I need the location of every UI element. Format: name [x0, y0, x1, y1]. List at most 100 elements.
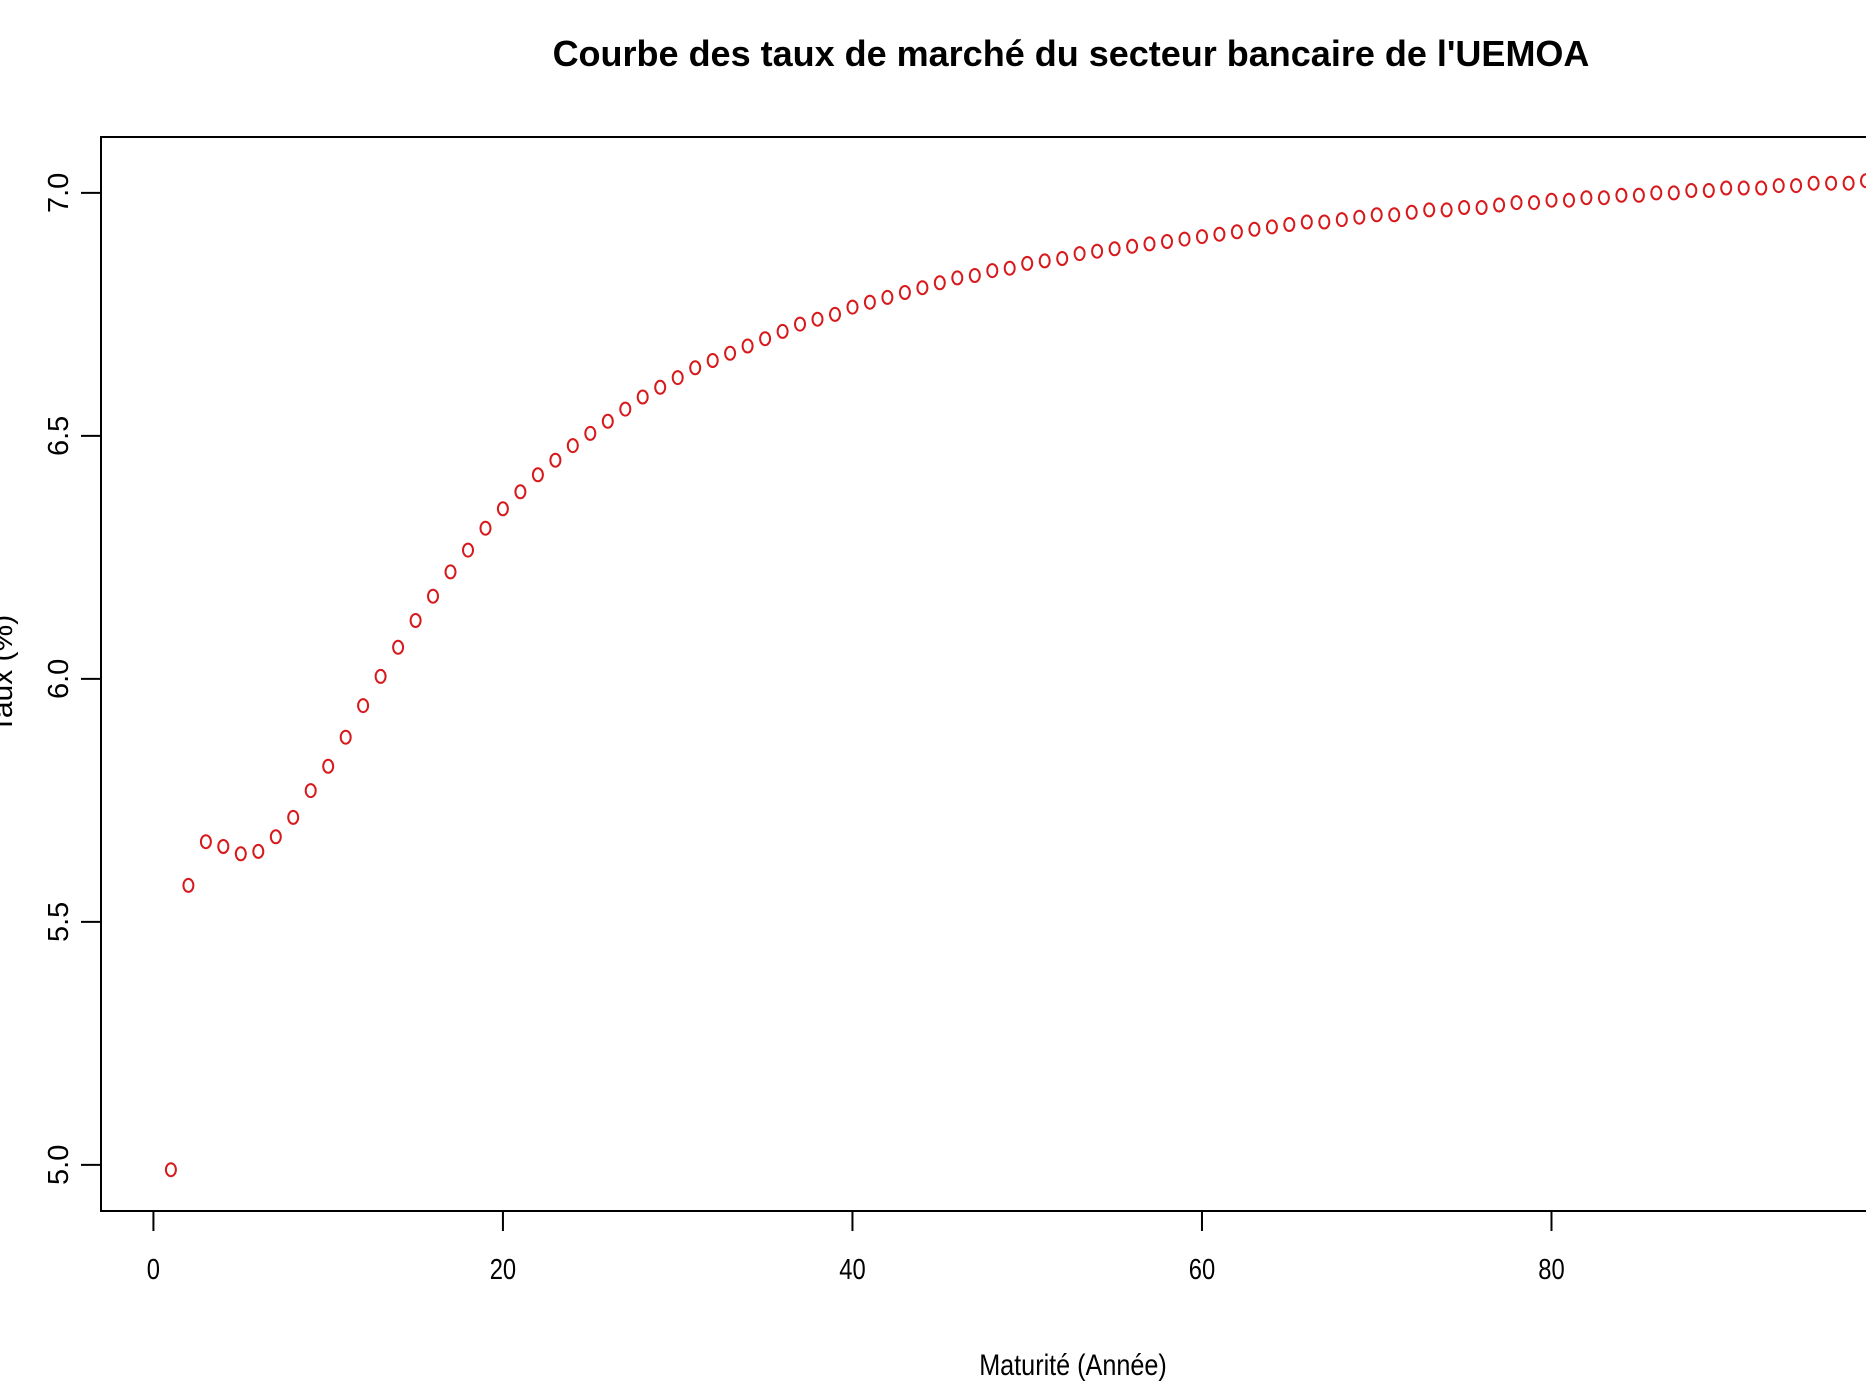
data-point: [1265, 219, 1278, 235]
data-points: [164, 173, 1866, 1178]
data-point: [811, 311, 824, 327]
data-point: [427, 588, 439, 604]
chart-title: Courbe des taux de marché du secteur ban…: [553, 33, 1590, 74]
data-point: [531, 467, 544, 483]
data-point: [829, 306, 841, 322]
data-point: [986, 263, 999, 279]
data-point: [1458, 200, 1471, 215]
data-point: [234, 846, 247, 862]
data-point: [1685, 183, 1698, 198]
data-point: [1615, 187, 1628, 203]
data-point: [479, 520, 492, 536]
data-point: [1300, 214, 1313, 230]
y-tick-label: 7.0: [43, 173, 75, 213]
data-point: [1545, 192, 1558, 208]
data-point: [322, 758, 335, 774]
data-point: [1161, 234, 1173, 249]
data-point: [1755, 180, 1768, 196]
data-point: [374, 668, 387, 684]
data-point: [776, 323, 789, 339]
data-point: [1860, 173, 1866, 189]
data-point: [584, 425, 597, 441]
data-point: [444, 564, 457, 580]
data-point: [1632, 187, 1645, 203]
data-point: [1038, 253, 1051, 269]
data-point: [1720, 180, 1733, 196]
y-tick-label: 6.5: [43, 416, 75, 456]
data-point: [409, 613, 422, 628]
data-point: [1825, 175, 1838, 191]
data-point: [1196, 229, 1208, 245]
data-point: [1388, 207, 1401, 223]
data-point: [706, 353, 719, 368]
data-point: [1440, 202, 1453, 218]
data-point: [1213, 226, 1226, 242]
x-tick-label: 0: [147, 1253, 160, 1286]
data-point: [863, 294, 876, 310]
data-point: [217, 839, 230, 854]
x-tick-label: 40: [839, 1253, 865, 1286]
data-point: [1528, 195, 1540, 211]
data-point: [1772, 178, 1785, 194]
data-point: [1335, 212, 1348, 228]
y-axis-label: Taux (%): [0, 615, 19, 733]
data-point: [636, 389, 649, 405]
data-point: [1108, 241, 1121, 257]
data-point: [1283, 217, 1296, 232]
data-point: [1790, 178, 1803, 194]
data-point: [269, 829, 282, 845]
data-point: [1248, 221, 1261, 237]
y-tick-label: 5.0: [43, 1145, 75, 1185]
data-point: [1510, 195, 1523, 211]
data-point: [1318, 214, 1331, 230]
data-point: [1842, 175, 1855, 191]
data-point: [654, 379, 667, 395]
data-point: [1493, 197, 1506, 213]
data-point: [199, 834, 212, 850]
data-point: [1650, 185, 1663, 201]
data-point: [287, 809, 300, 825]
data-point: [881, 289, 894, 305]
data-point: [759, 331, 772, 347]
data-point: [462, 542, 474, 558]
data-point: [1126, 238, 1139, 254]
data-point: [689, 360, 702, 376]
data-point: [514, 484, 527, 500]
data-point: [1702, 183, 1715, 198]
data-point: [1056, 251, 1069, 266]
data-point: [357, 698, 370, 714]
data-point: [1353, 209, 1366, 225]
data-point: [601, 413, 614, 429]
data-point: [846, 299, 859, 315]
y-axis: 5.0 5.5 6.0 6.5 7.0: [43, 173, 102, 1185]
data-point: [1370, 207, 1383, 223]
y-tick-label: 6.0: [43, 659, 75, 699]
data-point: [164, 1162, 177, 1178]
data-point: [339, 729, 352, 745]
data-point: [566, 438, 579, 454]
x-axis-label: Maturité (Année): [979, 1348, 1167, 1382]
x-tick-label: 80: [1538, 1253, 1564, 1286]
data-point: [549, 452, 562, 468]
data-point: [1423, 202, 1436, 218]
data-point: [1580, 190, 1593, 206]
data-point: [182, 877, 195, 893]
data-point: [1597, 190, 1610, 206]
data-point: [671, 370, 684, 386]
data-point: [1405, 204, 1418, 220]
data-point: [252, 843, 265, 859]
x-tick-label: 20: [490, 1253, 516, 1286]
data-point: [724, 345, 737, 361]
data-point: [1073, 246, 1086, 262]
plot-frame: [100, 136, 1866, 1212]
y-tick-label: 5.5: [43, 902, 75, 942]
data-point: [1667, 185, 1680, 201]
data-point: [1143, 236, 1156, 252]
data-point: [1091, 243, 1104, 259]
x-tick-label: 60: [1189, 1253, 1215, 1286]
data-point: [1003, 260, 1016, 276]
data-point: [741, 338, 754, 354]
data-point: [1230, 224, 1243, 240]
data-point: [916, 280, 929, 296]
